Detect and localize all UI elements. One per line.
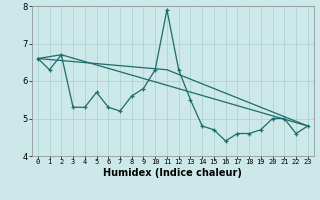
X-axis label: Humidex (Indice chaleur): Humidex (Indice chaleur) — [103, 168, 242, 178]
